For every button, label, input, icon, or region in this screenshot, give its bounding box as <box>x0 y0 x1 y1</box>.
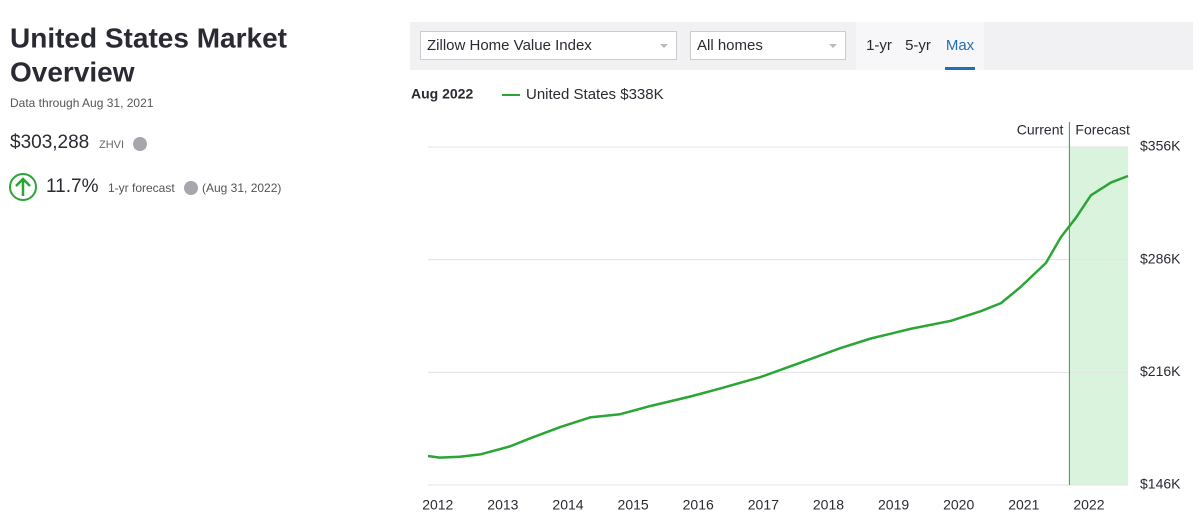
legend-text: $338K <box>620 86 663 103</box>
x-tick-label: 2021 <box>1008 497 1039 513</box>
legend-text: United States <box>526 86 616 103</box>
metric-value: Zillow Home Value Index <box>427 37 592 54</box>
up-arrow-icon <box>9 173 37 201</box>
current-label: Current <box>1017 122 1064 138</box>
forecast-date: (Aug 31, 2022) <box>202 181 281 195</box>
metric-dropdown[interactable] <box>420 31 677 60</box>
home-type-dropdown[interactable] <box>690 31 846 60</box>
dropdown-caret <box>660 44 668 48</box>
forecast-pct: 11.7% <box>46 176 99 197</box>
x-tick-label: 2022 <box>1073 497 1104 513</box>
value-unit: ZHVI <box>99 139 124 151</box>
forecast-region <box>1069 147 1128 485</box>
active-tab-underline <box>945 67 975 70</box>
home-type-value: All homes <box>697 37 763 54</box>
y-tick-label: $356K <box>1140 138 1181 154</box>
x-tick-label: 2016 <box>683 497 714 513</box>
series-line <box>427 174 1129 459</box>
title: Overview <box>10 56 135 87</box>
x-tick-label: 2015 <box>618 497 649 513</box>
dropdown-caret <box>829 44 837 48</box>
help-icon[interactable] <box>184 181 198 195</box>
forecast-label: 1-yr forecast <box>108 181 175 195</box>
range-tab[interactable]: 1-yr <box>866 37 892 54</box>
x-tick-label: 2017 <box>748 497 779 513</box>
range-tab[interactable]: Max <box>946 37 975 54</box>
x-tick-label: 2012 <box>422 497 453 513</box>
range-tab[interactable]: 5-yr <box>905 37 931 54</box>
y-tick-label: $286K <box>1140 250 1181 266</box>
x-tick-label: 2020 <box>943 497 974 513</box>
tab-group <box>856 22 984 70</box>
forecast-label: Forecast <box>1075 122 1130 138</box>
title: United States Market <box>10 22 287 53</box>
x-tick-label: 2019 <box>878 497 909 513</box>
subtitle: Data through Aug 31, 2021 <box>10 96 154 110</box>
y-tick-label: $216K <box>1140 363 1181 379</box>
x-tick-label: 2018 <box>813 497 844 513</box>
up-arrow <box>15 177 31 196</box>
home-value: $303,288 <box>10 132 89 153</box>
x-tick-label: 2014 <box>552 497 583 513</box>
legend-entry: United States $338K <box>526 86 664 103</box>
chart-date: Aug 2022 <box>411 86 473 102</box>
help-icon[interactable] <box>133 137 147 151</box>
y-tick-label: $146K <box>1140 476 1181 492</box>
x-tick-label: 2013 <box>487 497 518 513</box>
